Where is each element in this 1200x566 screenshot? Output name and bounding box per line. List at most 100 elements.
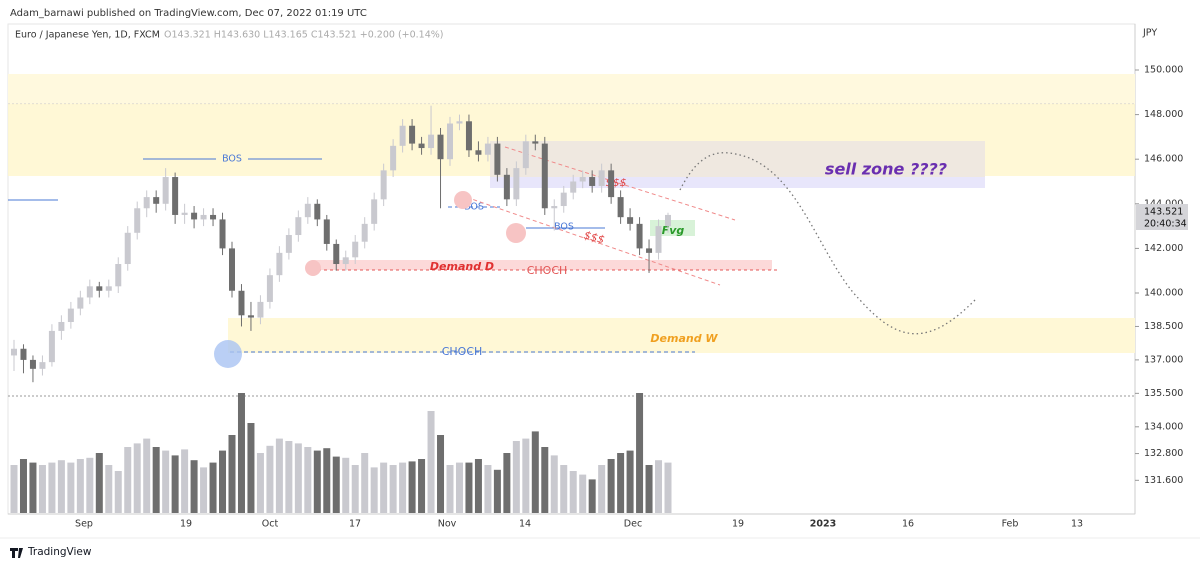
candle-body bbox=[665, 214, 671, 227]
choch-label: CHOCH bbox=[442, 345, 483, 358]
candle-body bbox=[257, 301, 264, 318]
candle-body bbox=[11, 348, 17, 356]
volume-bar bbox=[209, 462, 217, 513]
candle-body bbox=[115, 264, 122, 287]
choch-label: CHOCH bbox=[527, 264, 568, 277]
marker bbox=[506, 223, 526, 243]
candle-body bbox=[627, 217, 634, 224]
volume-bar bbox=[285, 441, 293, 513]
volume-bar bbox=[181, 449, 189, 513]
candle-body bbox=[153, 197, 160, 204]
x-tick-label: 19 bbox=[732, 519, 744, 530]
logo bbox=[10, 548, 23, 558]
sell-zone-band bbox=[490, 177, 985, 188]
candle-body bbox=[608, 170, 615, 198]
candle-body bbox=[447, 123, 453, 160]
candle-body bbox=[67, 308, 74, 322]
candle-body bbox=[333, 243, 340, 265]
volume-bar bbox=[29, 462, 37, 513]
volume-bar bbox=[67, 462, 75, 513]
candle-body bbox=[541, 143, 548, 209]
trend-line bbox=[459, 194, 721, 286]
volume-bar bbox=[645, 465, 653, 513]
volume-bar bbox=[342, 457, 350, 513]
candle-body bbox=[352, 241, 359, 258]
demand-w-label: Demand W bbox=[650, 332, 718, 345]
candle-body bbox=[20, 348, 27, 360]
volume-bar bbox=[503, 453, 511, 513]
candle-body bbox=[124, 232, 131, 265]
candle-body bbox=[456, 121, 463, 124]
x-tick-label: Oct bbox=[262, 519, 279, 530]
x-tick-label: Sep bbox=[75, 519, 93, 530]
volume-bar bbox=[484, 465, 492, 513]
ohlc: O143.321 H143.630 L143.165 C143.521 +0.2… bbox=[164, 30, 444, 41]
demand-w-zone bbox=[228, 318, 1135, 353]
candle-body bbox=[96, 286, 103, 291]
y-tick-label: 140.000 bbox=[1144, 288, 1183, 299]
volume-bar bbox=[550, 455, 558, 513]
last-price: 143.521 bbox=[1144, 207, 1183, 218]
zone bbox=[8, 74, 1135, 104]
volume-bar bbox=[493, 469, 501, 513]
volume-bar bbox=[48, 462, 56, 513]
candle-body bbox=[276, 252, 283, 276]
volume-bar bbox=[522, 438, 530, 513]
candle-body bbox=[494, 143, 501, 175]
candle-body bbox=[238, 290, 245, 316]
volume-bar bbox=[190, 460, 198, 513]
candle-body bbox=[285, 235, 292, 253]
candle-body bbox=[314, 203, 321, 220]
volume-bar bbox=[95, 453, 103, 513]
volume-bar bbox=[617, 453, 625, 513]
candle-body bbox=[181, 212, 188, 215]
candle-body bbox=[86, 286, 93, 298]
x-tick-label: Nov bbox=[438, 519, 457, 530]
candle-body bbox=[105, 286, 112, 291]
candle-body bbox=[219, 219, 226, 249]
candle-body bbox=[361, 223, 368, 242]
volume-bar bbox=[427, 411, 435, 513]
volume-bar bbox=[105, 465, 113, 513]
bos-label: BOS bbox=[464, 202, 484, 213]
volume-bar bbox=[76, 459, 84, 513]
candle-body bbox=[48, 330, 55, 363]
volume-bar bbox=[655, 460, 663, 513]
volume-bar bbox=[626, 450, 634, 513]
volume-bar bbox=[114, 471, 122, 513]
candle-body bbox=[323, 219, 330, 244]
volume-bar bbox=[636, 393, 644, 513]
x-tick-label: 2023 bbox=[810, 519, 836, 530]
volume-bar bbox=[512, 441, 520, 513]
candle-body bbox=[58, 321, 65, 331]
marker bbox=[305, 260, 321, 276]
volume-bar bbox=[560, 465, 568, 513]
candle-body bbox=[418, 143, 425, 149]
countdown: 20:40:34 bbox=[1144, 219, 1187, 230]
candle-body bbox=[295, 217, 302, 236]
x-tick-label: 16 bbox=[902, 519, 914, 530]
marker bbox=[214, 340, 242, 368]
candle-body bbox=[380, 170, 387, 200]
volume-bar bbox=[256, 453, 264, 513]
candle-body bbox=[200, 214, 207, 220]
candle-body bbox=[229, 248, 235, 291]
candle-body bbox=[304, 203, 311, 218]
candle-body bbox=[465, 121, 472, 151]
y-tick-label: 137.000 bbox=[1144, 354, 1183, 365]
y-tick-label: 148.000 bbox=[1144, 109, 1183, 120]
sell-zone-label: sell zone ???? bbox=[825, 160, 947, 179]
candle-body bbox=[551, 206, 558, 209]
candle-body bbox=[342, 257, 349, 265]
x-tick-label: 19 bbox=[180, 519, 192, 530]
y-tick-label: 150.000 bbox=[1144, 65, 1183, 76]
volume-bar bbox=[408, 461, 416, 513]
x-tick-label: Feb bbox=[1002, 519, 1019, 530]
candle-body bbox=[371, 199, 378, 224]
volume-bar bbox=[474, 459, 482, 513]
candle-body bbox=[172, 177, 179, 215]
volume-bar bbox=[143, 438, 151, 513]
volume-bar bbox=[361, 453, 369, 513]
volume-bar bbox=[38, 465, 46, 513]
candle-body bbox=[29, 359, 36, 369]
